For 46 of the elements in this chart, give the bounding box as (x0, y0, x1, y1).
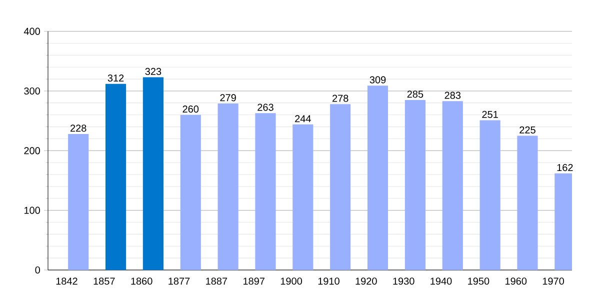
bar (517, 136, 538, 270)
data-label: 228 (70, 124, 86, 132)
y-tick-label: 300 (24, 87, 40, 95)
data-label: 312 (108, 74, 124, 82)
bar (292, 124, 314, 270)
x-tick-label: 1900 (280, 278, 302, 285)
x-tick-label: 1887 (206, 278, 228, 285)
y-tick-label: 100 (24, 206, 40, 214)
bar (255, 113, 276, 270)
x-tick-label: 1897 (243, 278, 264, 285)
bar (330, 104, 351, 270)
data-label: 309 (370, 76, 386, 84)
x-tick-label: 1950 (468, 278, 490, 285)
bar (367, 86, 388, 270)
data-label: 285 (407, 90, 424, 98)
bar (105, 84, 126, 270)
y-tick-label: 200 (24, 147, 40, 154)
x-tick-label: 1877 (168, 278, 190, 285)
data-label: 251 (482, 110, 498, 118)
bar (442, 101, 463, 270)
x-tick-label: 1960 (505, 278, 527, 285)
x-tick-label: 1940 (430, 278, 452, 285)
x-tick-label: 1857 (94, 278, 115, 285)
data-label: 279 (220, 94, 236, 102)
bar (180, 114, 201, 270)
x-tick-label: 1842 (56, 278, 78, 285)
x-tick-label: 1920 (356, 278, 377, 285)
data-label: 225 (520, 126, 536, 134)
bar (142, 77, 164, 270)
x-tick-label: 1970 (542, 278, 564, 285)
y-tick-label: 400 (24, 28, 40, 35)
bar (404, 100, 426, 270)
data-label: 260 (182, 106, 199, 113)
data-label: 244 (295, 115, 311, 122)
bar (480, 120, 500, 270)
x-tick-label: 1860 (131, 278, 152, 285)
data-label: 323 (145, 68, 162, 76)
x-tick-label: 1910 (318, 278, 340, 285)
data-label: 162 (557, 164, 573, 172)
y-tick-label: 0 (35, 266, 40, 274)
bar (68, 134, 89, 270)
data-label: 263 (258, 104, 274, 111)
bar (218, 104, 238, 270)
data-label: 278 (332, 94, 348, 102)
x-tick-label: 1930 (393, 278, 414, 285)
data-label: 283 (444, 92, 461, 99)
